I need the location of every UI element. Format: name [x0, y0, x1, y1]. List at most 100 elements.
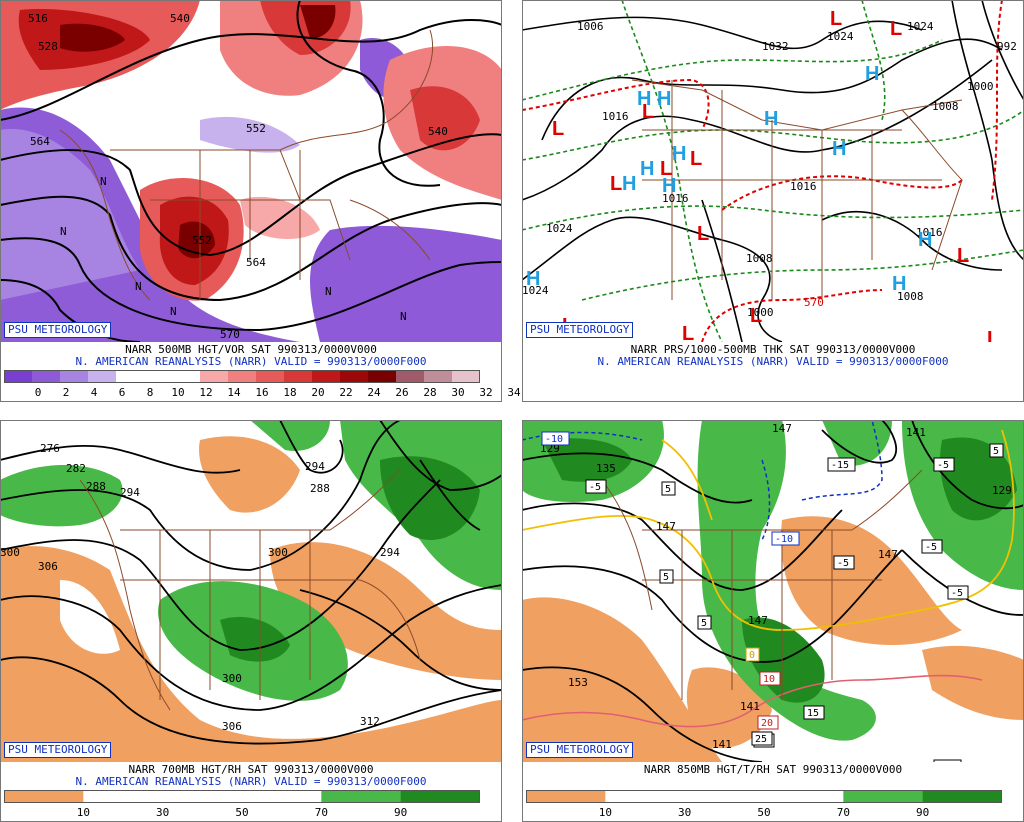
- colorbar-tick-label: 2: [62, 386, 70, 399]
- temperature-box: [759, 671, 781, 686]
- panel-title: NARR 700MB HGT/RH SAT 990313/0000V000: [128, 763, 374, 776]
- colorbar-tick-label: 8: [146, 386, 154, 399]
- map-label: 147: [772, 422, 792, 435]
- low-pressure-marker: L: [660, 158, 672, 180]
- panel-subtitle: N. AMERICAN REANALYSIS (NARR) VALID = 99…: [75, 775, 427, 788]
- colorbar-swatch: [764, 790, 844, 803]
- panel-700mb-rh: 276 282 288 294 294 288 294 300 300 306 …: [0, 420, 502, 822]
- colorbar-swatch: [144, 370, 173, 383]
- map-label: 1008: [932, 100, 959, 113]
- map-label: 540: [170, 12, 190, 25]
- map-label: 294: [380, 546, 400, 559]
- map-label: 1000: [747, 306, 774, 319]
- map-label: 1006: [577, 20, 604, 33]
- colorbar-swatch: [284, 370, 313, 383]
- map-label: 294: [120, 486, 140, 499]
- colorbar-swatch: [922, 790, 1002, 803]
- low-pressure-marker: L: [552, 118, 564, 140]
- map-label: 1032: [762, 40, 789, 53]
- panel-500mb-vorticity: 516 528 540 564 552 540 552 564 570 N N …: [0, 0, 521, 402]
- map-label: 288: [310, 482, 330, 495]
- colorbar-tick-label: 90: [394, 806, 408, 819]
- temperature-label: -5: [925, 542, 937, 553]
- map-label: 564: [30, 135, 50, 148]
- map-700mb: 276 282 288 294 294 288 294 300 300 306 …: [0, 420, 502, 762]
- map-label: 306: [38, 560, 58, 573]
- colorbar-tick-label: 30: [156, 806, 170, 819]
- low-pressure-marker: L: [750, 305, 762, 327]
- low-pressure-marker: L: [697, 223, 709, 245]
- colorbar-tick-label: 70: [314, 806, 328, 819]
- temperature-box: [827, 457, 856, 472]
- map-label: 1008: [897, 290, 924, 303]
- panel-title: NARR PRS/1000-500MB THK SAT 990313/0000V…: [630, 343, 916, 356]
- map-label: 300: [222, 672, 242, 685]
- colorbar: [4, 370, 480, 383]
- colorbar-swatch: [452, 370, 480, 383]
- high-pressure-marker: H: [662, 175, 676, 197]
- map-label: 129: [992, 484, 1012, 497]
- map-label: 1016: [662, 192, 689, 205]
- map-label: N: [170, 305, 177, 318]
- colorbar-tick-label: 22: [339, 386, 353, 399]
- colorbar-tick-label: 50: [757, 806, 771, 819]
- colorbar-tick-label: 18: [283, 386, 297, 399]
- map-label: 294: [305, 460, 325, 473]
- temperature-box: [833, 555, 855, 570]
- temperature-box: [751, 731, 773, 746]
- map-label: 1024: [546, 222, 573, 235]
- map-label: 570: [220, 328, 240, 341]
- colorbar-swatch: [400, 790, 480, 803]
- colorbar-tick-label: 6: [118, 386, 126, 399]
- colorbar-tick-label: 26: [395, 386, 409, 399]
- colorbar-swatch: [605, 790, 686, 803]
- temperature-label: -5: [937, 460, 949, 471]
- colorbar-ticks: 10 30 50 70 90: [526, 806, 1002, 820]
- colorbar: [526, 790, 1002, 803]
- colorbar-swatch: [312, 370, 341, 383]
- high-pressure-marker: H: [865, 63, 879, 85]
- temperature-box: [541, 431, 570, 446]
- map-pressure: 1006 1032 1024 1024 992 1000 1008 1016 1…: [522, 0, 1024, 342]
- map-label: 1008: [746, 252, 773, 265]
- temperature-label: -5: [951, 588, 963, 599]
- colorbar-ticks: 0 2 4 6 8 10 12 14 16 18 20 22 24 26 28 30 32 34: [4, 386, 521, 400]
- colorbar-tick-label: 4: [90, 386, 98, 399]
- colorbar-tick-label: 70: [836, 806, 850, 819]
- temperature-box: [933, 759, 962, 762]
- map-label: 135: [596, 462, 616, 475]
- temperature-label: 10: [763, 674, 775, 685]
- low-pressure-marker: L: [987, 328, 999, 342]
- map-label: 300: [268, 546, 288, 559]
- high-pressure-marker: H: [657, 88, 671, 110]
- colorbar-swatch: [60, 370, 89, 383]
- map-label: 147: [656, 520, 676, 533]
- colorbar-swatch: [684, 790, 765, 803]
- map-label: 288: [86, 480, 106, 493]
- colorbar-tick-label: 10: [76, 806, 90, 819]
- high-pressure-marker: H: [764, 108, 778, 130]
- temperature-box: [659, 569, 674, 584]
- colorbar-swatch: [88, 370, 117, 383]
- colorbar-swatch: [242, 790, 322, 803]
- panel-title: NARR 500MB HGT/VOR SAT 990313/0000V000: [125, 343, 377, 356]
- map-label: 282: [66, 462, 86, 475]
- map-label: 1016: [790, 180, 817, 193]
- low-pressure-marker: L: [610, 173, 622, 195]
- colorbar-swatch: [340, 370, 369, 383]
- temperature-box: [933, 457, 955, 472]
- colorbar-tick-label: 16: [255, 386, 269, 399]
- psu-meteorology-label: PSU METEOROLOGY: [526, 742, 634, 758]
- map-label: 1024: [522, 284, 549, 297]
- temperature-label: -10: [545, 434, 563, 445]
- colorbar-tick-label: 90: [916, 806, 930, 819]
- temperature-label: 5: [993, 446, 999, 457]
- temperature-label: 5: [663, 572, 669, 583]
- map-850mb: 129 135 141 147 147 153 141 147 147 129 …: [522, 420, 1024, 762]
- temperature-box: [921, 539, 943, 554]
- map-label: 300: [0, 546, 20, 559]
- colorbar-tick-label: 34: [507, 386, 521, 399]
- map-label: N: [135, 280, 142, 293]
- temperature-box: [757, 715, 779, 730]
